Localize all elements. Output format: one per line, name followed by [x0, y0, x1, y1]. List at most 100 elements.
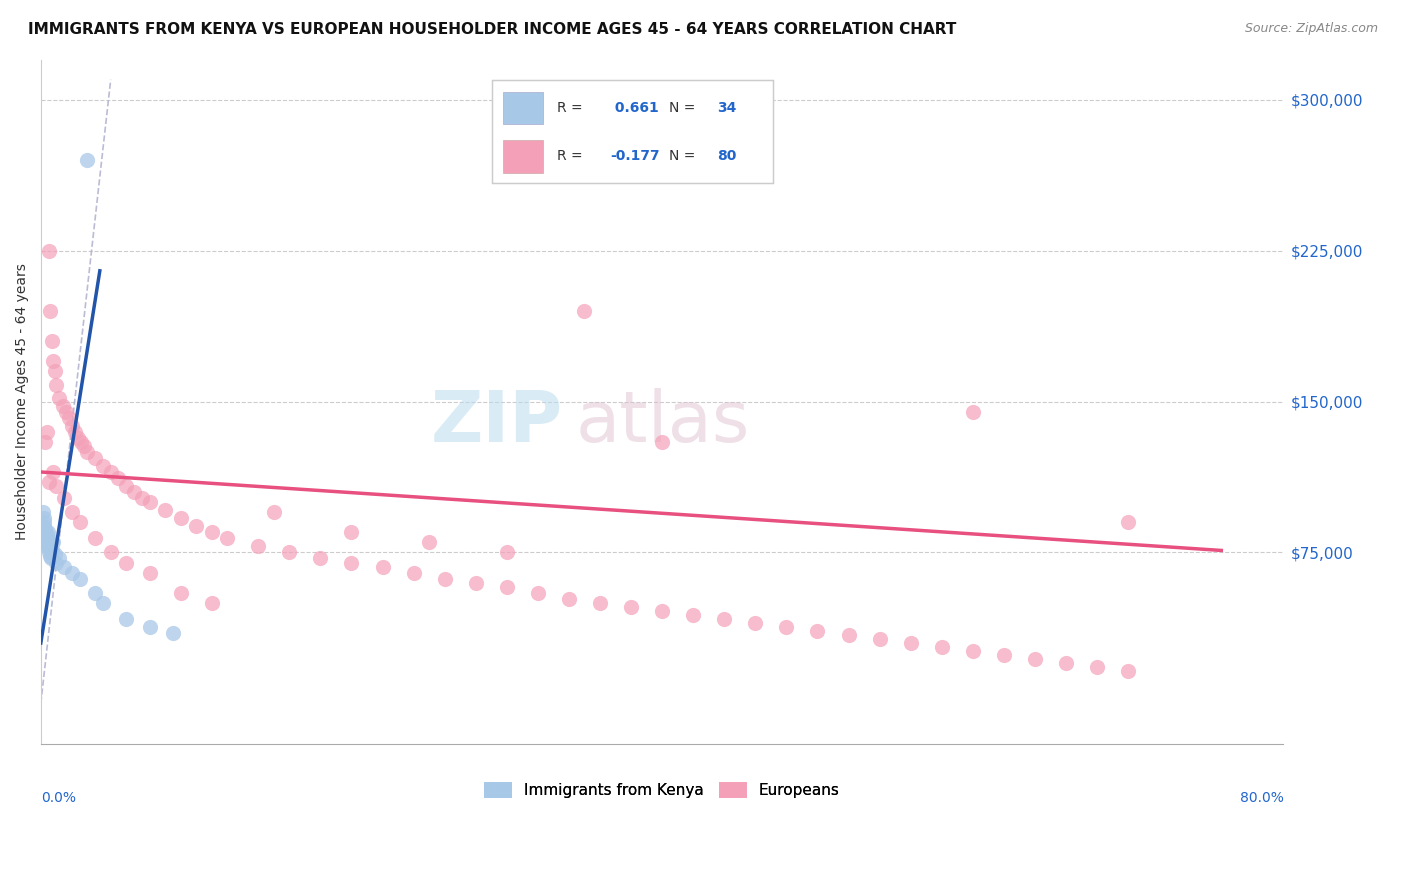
Point [84, 532, 107, 546]
Point [527, 585, 550, 599]
Text: 0.661: 0.661 [610, 101, 659, 115]
Point [744, 615, 766, 630]
Point [32, 516, 55, 530]
Point [35, 535, 58, 549]
Text: 80.0%: 80.0% [1240, 791, 1284, 805]
Point [35, 529, 58, 543]
Point [1085, 660, 1108, 674]
Text: ZIP: ZIP [430, 388, 562, 457]
Text: R =: R = [557, 101, 582, 115]
Point [67, 431, 90, 445]
Point [122, 485, 145, 500]
Point [201, 525, 224, 540]
Point [37, 537, 59, 551]
Point [34, 524, 56, 538]
Point [1054, 656, 1077, 670]
Point [60, 505, 83, 519]
Point [217, 532, 239, 546]
Point [869, 632, 891, 646]
Point [371, 559, 394, 574]
Point [38, 541, 60, 556]
Point [60, 566, 83, 580]
Point [169, 585, 191, 599]
Point [45, 479, 67, 493]
FancyBboxPatch shape [503, 140, 543, 173]
Point [44, 364, 66, 378]
FancyBboxPatch shape [503, 92, 543, 124]
Point [32, 505, 55, 519]
Point [574, 304, 596, 318]
Point [131, 491, 153, 505]
Point [993, 648, 1015, 662]
Point [651, 434, 673, 449]
Point [620, 599, 643, 614]
Point [69, 572, 91, 586]
Point [34, 434, 56, 449]
Point [1024, 652, 1046, 666]
Point [38, 244, 60, 258]
Point [962, 644, 984, 658]
Point [495, 580, 517, 594]
Point [34, 525, 56, 540]
Point [32, 519, 55, 533]
Point [41, 543, 63, 558]
Point [138, 495, 160, 509]
Text: R =: R = [557, 149, 582, 163]
Point [70, 434, 93, 449]
Text: N =: N = [669, 101, 696, 115]
Y-axis label: Householder Income Ages 45 - 64 years: Householder Income Ages 45 - 64 years [15, 263, 30, 540]
Point [42, 535, 65, 549]
Text: N =: N = [669, 149, 696, 163]
Point [60, 418, 83, 433]
Point [402, 566, 425, 580]
Point [1116, 516, 1139, 530]
Point [558, 591, 581, 606]
Point [278, 545, 301, 559]
Point [1116, 664, 1139, 678]
Point [115, 479, 138, 493]
Point [42, 465, 65, 479]
Point [115, 612, 138, 626]
Point [41, 334, 63, 349]
Point [38, 475, 60, 489]
Point [58, 410, 80, 425]
Point [340, 556, 363, 570]
Point [962, 404, 984, 418]
Text: -0.177: -0.177 [610, 149, 659, 163]
Legend: Immigrants from Kenya, Europeans: Immigrants from Kenya, Europeans [478, 776, 846, 805]
Point [115, 556, 138, 570]
Text: Source: ZipAtlas.com: Source: ZipAtlas.com [1244, 22, 1378, 36]
Text: atlas: atlas [575, 388, 749, 457]
Point [76, 445, 98, 459]
Point [39, 304, 62, 318]
Point [51, 399, 73, 413]
Point [84, 450, 107, 465]
Point [34, 532, 56, 546]
Point [44, 548, 66, 562]
Point [651, 604, 673, 618]
Text: IMMIGRANTS FROM KENYA VS EUROPEAN HOUSEHOLDER INCOME AGES 45 - 64 YEARS CORRELAT: IMMIGRANTS FROM KENYA VS EUROPEAN HOUSEH… [28, 22, 956, 37]
Point [76, 153, 98, 168]
Point [495, 545, 517, 559]
Point [53, 491, 76, 505]
Point [38, 549, 60, 564]
Point [418, 535, 440, 549]
Point [73, 439, 96, 453]
Point [433, 572, 456, 586]
Point [100, 465, 122, 479]
Point [91, 596, 114, 610]
Point [91, 458, 114, 473]
Point [39, 540, 62, 554]
Point [806, 624, 828, 638]
Point [931, 640, 953, 654]
Point [37, 525, 59, 540]
Point [340, 525, 363, 540]
Point [53, 559, 76, 574]
Point [38, 535, 60, 549]
Point [55, 404, 77, 418]
Point [45, 378, 67, 392]
Point [201, 596, 224, 610]
Point [63, 425, 86, 439]
Point [138, 620, 160, 634]
Point [39, 551, 62, 566]
